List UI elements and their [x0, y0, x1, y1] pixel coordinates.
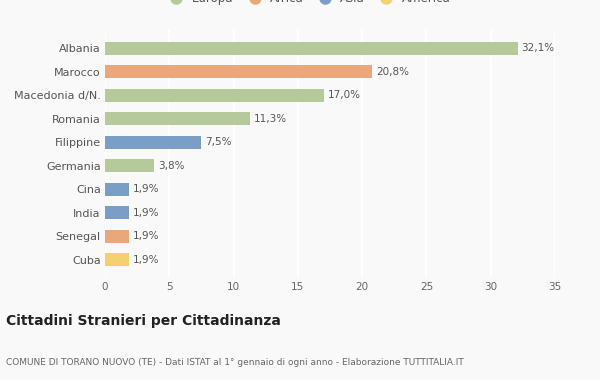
Bar	[105, 65, 373, 78]
Text: 17,0%: 17,0%	[328, 90, 361, 100]
Text: 7,5%: 7,5%	[205, 137, 232, 147]
Legend: Europa, Africa, Asia, America: Europa, Africa, Asia, America	[164, 0, 451, 5]
Text: 32,1%: 32,1%	[521, 43, 554, 53]
Bar	[105, 89, 323, 101]
Text: 1,9%: 1,9%	[133, 231, 160, 241]
Bar	[105, 253, 130, 266]
Text: Cittadini Stranieri per Cittadinanza: Cittadini Stranieri per Cittadinanza	[6, 314, 281, 328]
Bar	[105, 136, 202, 149]
Bar	[105, 183, 130, 196]
Text: 11,3%: 11,3%	[254, 114, 287, 124]
Text: COMUNE DI TORANO NUOVO (TE) - Dati ISTAT al 1° gennaio di ogni anno - Elaborazio: COMUNE DI TORANO NUOVO (TE) - Dati ISTAT…	[6, 358, 464, 367]
Text: 1,9%: 1,9%	[133, 208, 160, 218]
Text: 1,9%: 1,9%	[133, 255, 160, 265]
Text: 1,9%: 1,9%	[133, 184, 160, 194]
Text: 20,8%: 20,8%	[376, 66, 409, 77]
Bar	[105, 230, 130, 243]
Bar	[105, 159, 154, 172]
Bar	[105, 206, 130, 219]
Text: 3,8%: 3,8%	[158, 161, 184, 171]
Bar	[105, 42, 518, 55]
Bar	[105, 112, 250, 125]
